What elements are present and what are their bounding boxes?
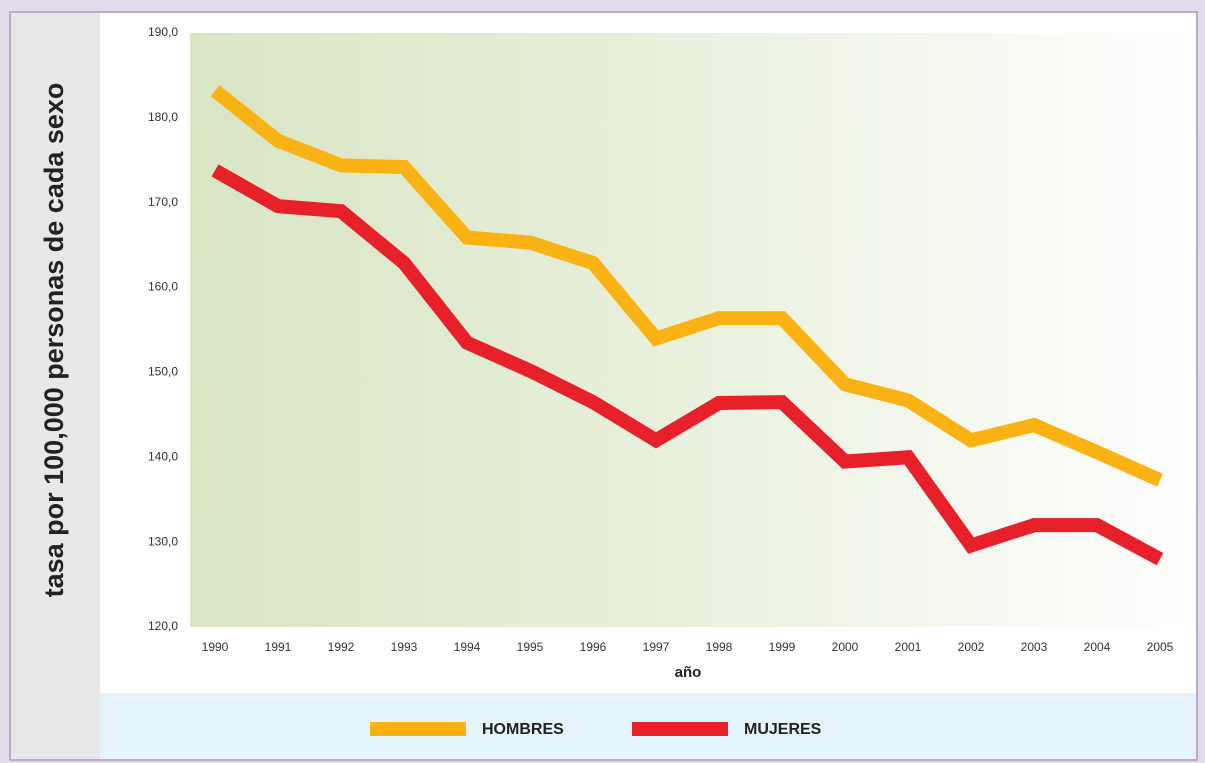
x-tick-label: 1991 — [265, 640, 292, 654]
x-tick-label: 1997 — [643, 640, 670, 654]
y-tick-label: 190,0 — [148, 25, 178, 39]
y-tick-label: 140,0 — [148, 449, 178, 463]
x-tick-label: 1994 — [454, 640, 481, 654]
x-tick-label: 2000 — [832, 640, 859, 654]
legend-label: HOMBRES — [482, 721, 564, 738]
y-tick-label: 170,0 — [148, 195, 178, 209]
x-tick-label: 1998 — [706, 640, 733, 654]
x-tick-label: 1995 — [517, 640, 544, 654]
x-tick-label: 2002 — [958, 640, 985, 654]
x-tick-label: 1992 — [328, 640, 355, 654]
x-tick-label: 2005 — [1147, 640, 1174, 654]
x-tick-label: 1996 — [580, 640, 607, 654]
x-tick-label: 1999 — [769, 640, 796, 654]
y-tick-label: 120,0 — [148, 619, 178, 633]
y-tick-label: 180,0 — [148, 110, 178, 124]
legend-label: MUJERES — [744, 721, 822, 738]
y-tick-label: 160,0 — [148, 280, 178, 294]
x-tick-label: 2004 — [1084, 640, 1111, 654]
x-axis-label: año — [675, 664, 702, 681]
y-axis-label: tasa por 100,000 personas de cada sexo — [39, 83, 69, 598]
legend-swatch — [370, 722, 466, 736]
x-tick-label: 2001 — [895, 640, 922, 654]
y-tick-label: 130,0 — [148, 534, 178, 548]
x-tick-label: 1990 — [202, 640, 229, 654]
y-tick-label: 150,0 — [148, 365, 178, 379]
x-tick-label: 2003 — [1021, 640, 1048, 654]
legend-swatch — [632, 722, 728, 736]
x-tick-label: 1993 — [391, 640, 418, 654]
data-line — [211, 164, 1164, 566]
ylabel-panel — [11, 13, 100, 759]
data-line — [210, 85, 1163, 487]
